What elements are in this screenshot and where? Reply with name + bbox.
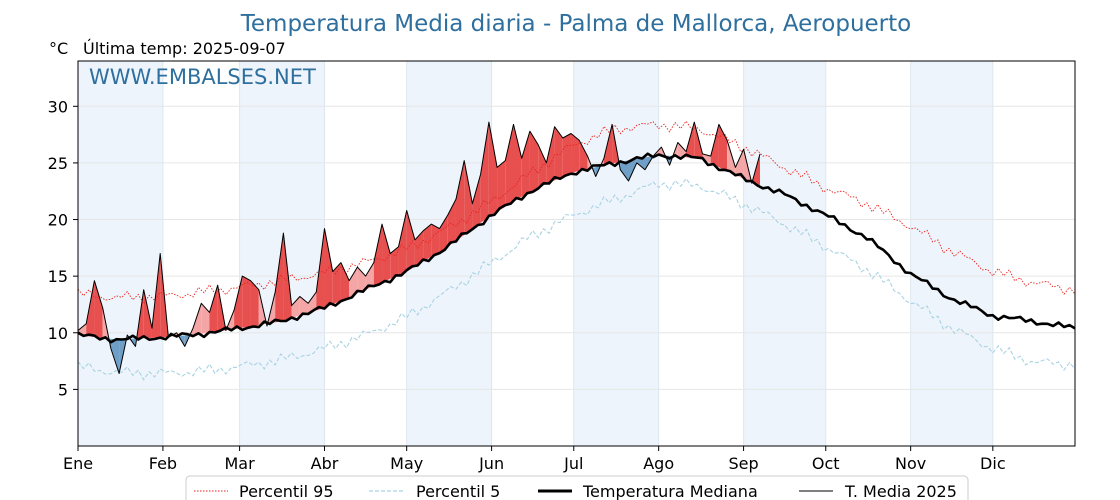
legend: Percentil 95 Percentil 5 Temperatura Med… bbox=[185, 475, 969, 500]
above-median-fill bbox=[546, 126, 555, 185]
above-median-fill bbox=[571, 133, 580, 174]
above-median-fill bbox=[735, 149, 744, 179]
above-median-fill bbox=[275, 233, 284, 323]
y-tick-label: 25 bbox=[48, 154, 68, 173]
legend-label-p95: Percentil 95 bbox=[239, 482, 334, 500]
x-tick-label: Ene bbox=[63, 454, 93, 473]
p5-line bbox=[77, 177, 1076, 381]
above-median-fill bbox=[316, 228, 325, 311]
above-median-fill bbox=[497, 160, 506, 212]
above-median-fill bbox=[579, 140, 588, 171]
x-tick-label: Feb bbox=[149, 454, 177, 473]
y-tick-label: 15 bbox=[48, 267, 68, 286]
above-median-fill bbox=[702, 153, 711, 164]
x-tick-label: Jul bbox=[563, 454, 583, 473]
above-median-fill bbox=[332, 262, 341, 305]
x-tick-label: Sep bbox=[729, 454, 759, 473]
above-median-fill bbox=[529, 131, 539, 192]
y-tick-label: 30 bbox=[48, 97, 68, 116]
x-tick-label: Oct bbox=[812, 454, 840, 473]
y-tick-label: 10 bbox=[48, 324, 68, 343]
month-band bbox=[743, 61, 826, 446]
grid-lines bbox=[77, 61, 1075, 446]
above-median-fill bbox=[143, 289, 152, 339]
above-median-fill bbox=[357, 267, 366, 294]
below-median-fill bbox=[636, 157, 645, 170]
above-median-fill bbox=[390, 246, 399, 279]
above-median-fill bbox=[423, 224, 432, 262]
above-median-fill bbox=[710, 124, 719, 168]
above-median-fill bbox=[472, 174, 481, 229]
above-median-fill bbox=[431, 224, 440, 257]
above-median-fill bbox=[406, 210, 415, 272]
plot-frame bbox=[77, 60, 1076, 447]
month-bands bbox=[78, 61, 993, 446]
above-median-fill bbox=[349, 267, 358, 297]
above-median-fill bbox=[250, 280, 259, 327]
above-median-fill bbox=[340, 262, 350, 301]
x-tick-label: Mar bbox=[225, 454, 256, 473]
x-tick-label: Jun bbox=[478, 454, 504, 473]
x-tick-label: Ago bbox=[643, 454, 674, 473]
series-lines bbox=[77, 120, 1076, 381]
legend-label-p5: Percentil 5 bbox=[416, 482, 500, 500]
above-median-fill bbox=[414, 230, 424, 267]
above-median-fill bbox=[209, 285, 218, 333]
last-temp-label: Última temp: 2025-09-07 bbox=[83, 39, 286, 58]
x-tick-label: Nov bbox=[895, 454, 926, 473]
watermark-text: WWW.EMBALSES.NET bbox=[89, 65, 316, 89]
legend-label-current: T. Media 2025 bbox=[844, 482, 957, 500]
above-median-fill bbox=[299, 296, 309, 316]
above-median-fill bbox=[538, 144, 547, 188]
legend-box bbox=[185, 475, 969, 500]
y-tick-label: 5 bbox=[58, 380, 68, 399]
legend-label-median: Temperatura Mediana bbox=[582, 482, 758, 500]
above-median-fill bbox=[398, 210, 407, 276]
above-median-fill bbox=[373, 224, 383, 287]
month-band bbox=[910, 61, 993, 446]
above-median-fill bbox=[86, 280, 95, 337]
month-band bbox=[573, 61, 659, 446]
x-tick-label: Abr bbox=[311, 454, 339, 473]
below-median-fill bbox=[110, 338, 120, 374]
above-median-fill bbox=[488, 122, 498, 217]
above-median-fill bbox=[513, 124, 522, 202]
above-median-fill bbox=[242, 276, 251, 328]
below-median-fill bbox=[620, 160, 629, 182]
above-median-fill bbox=[382, 224, 391, 283]
unit-label: °C bbox=[49, 39, 68, 58]
chart-title: Temperatura Media diaria - Palma de Mall… bbox=[240, 11, 911, 37]
above-median-fill bbox=[455, 160, 465, 241]
above-median-fill bbox=[291, 296, 300, 319]
x-tick-label: May bbox=[390, 454, 423, 473]
y-ticks: 5 10 15 20 25 30 bbox=[48, 97, 78, 399]
above-median-fill bbox=[439, 215, 448, 252]
median-line bbox=[77, 152, 1076, 344]
x-tick-label: Dic bbox=[980, 454, 1006, 473]
above-median-fill bbox=[554, 126, 563, 181]
above-median-fill bbox=[521, 131, 530, 197]
above-median-fill bbox=[727, 140, 736, 175]
month-band bbox=[78, 61, 163, 446]
above-median-fill bbox=[505, 124, 514, 207]
above-median-fill bbox=[308, 292, 317, 313]
above-median-fill bbox=[677, 142, 687, 158]
above-median-fill bbox=[234, 276, 243, 330]
above-median-fill bbox=[94, 280, 103, 338]
y-tick-label: 20 bbox=[48, 211, 68, 230]
above-median-fill bbox=[480, 122, 489, 223]
current-year-line bbox=[77, 121, 761, 374]
x-ticks: Ene Feb Mar Abr May Jun Jul Ago Sep Oct Nov Dic bbox=[63, 446, 1006, 473]
above-median-fill bbox=[365, 262, 374, 290]
p95-line bbox=[77, 120, 1076, 305]
above-median-fill bbox=[562, 133, 572, 177]
above-median-fill bbox=[201, 303, 210, 334]
